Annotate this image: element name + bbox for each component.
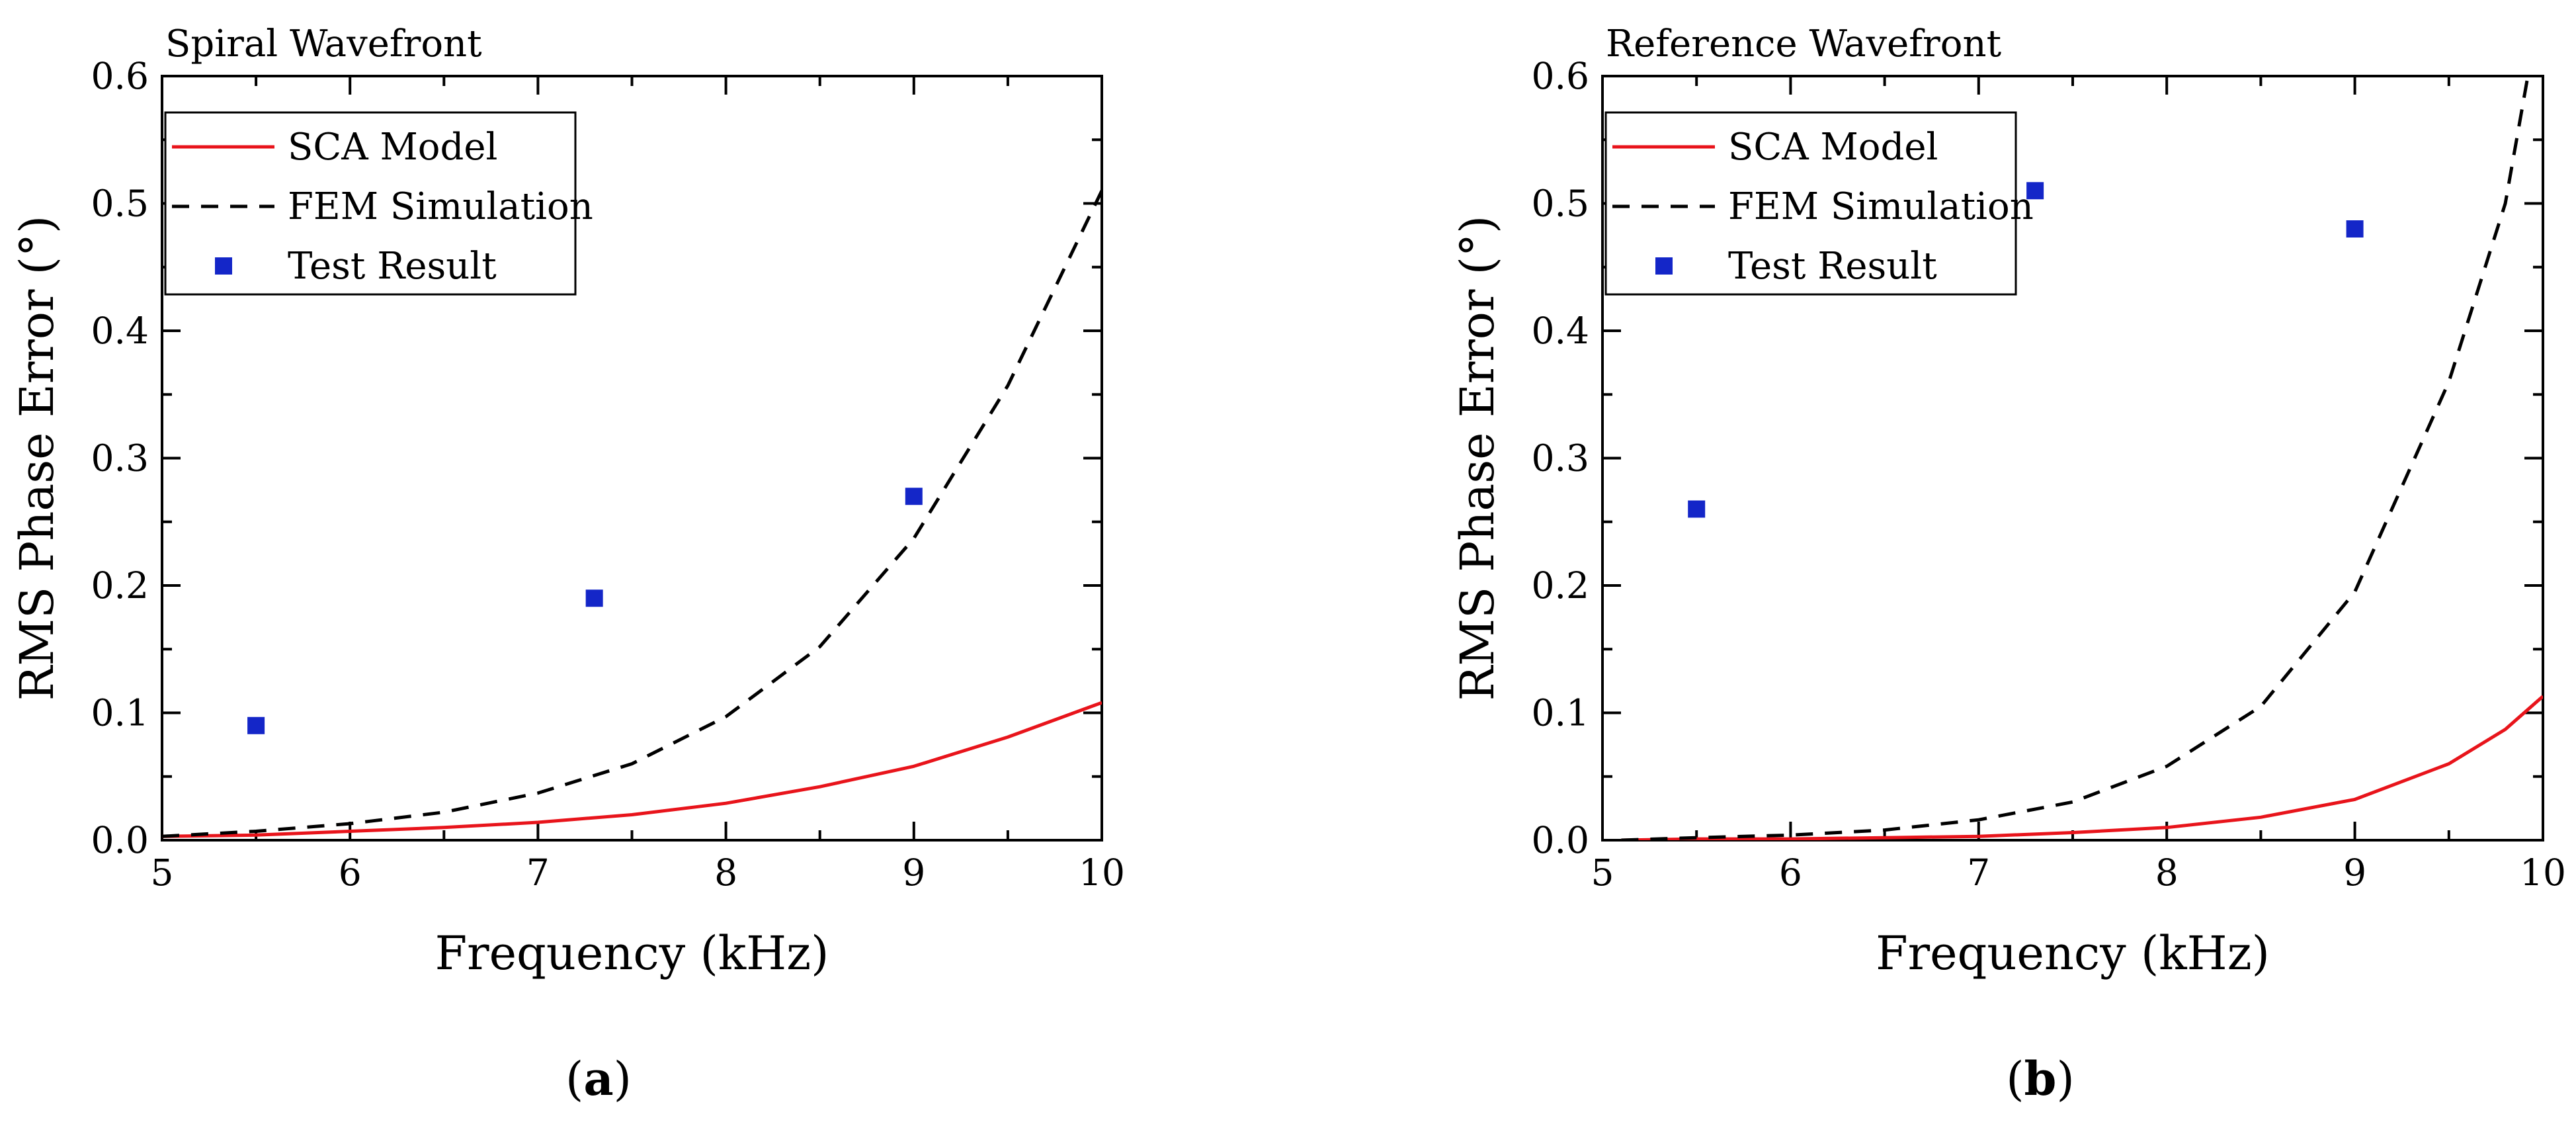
y-tick-label: 0.6 xyxy=(1532,55,1589,97)
legend-label: FEM Simulation xyxy=(1728,185,2034,228)
x-axis-title: Frequency (kHz) xyxy=(1876,926,2270,980)
x-tick-label: 6 xyxy=(1779,851,1802,894)
y-axis-title: RMS Phase Error (°) xyxy=(10,216,64,701)
legend-box xyxy=(1604,111,2017,296)
data-point-test-result xyxy=(585,589,603,607)
panel-label: (a) xyxy=(565,1051,632,1106)
data-point-test-result xyxy=(905,488,923,505)
x-tick-label: 7 xyxy=(1967,851,1990,894)
x-tick-label: 8 xyxy=(2155,851,2179,894)
panel-label: (b) xyxy=(2006,1051,2075,1106)
x-tick-label: 9 xyxy=(902,851,925,894)
legend-marker xyxy=(1655,257,1673,275)
chart-panel-b: 5 6 7 8 9 10 0.0 0.1 0.2 0.3 0.4 0.5 0.6 Frequency (k… xyxy=(1450,22,2566,1106)
y-tick-label: 0.1 xyxy=(91,692,149,734)
y-tick-label: 0.0 xyxy=(91,819,149,861)
legend: SCA Model FEM Simulation Test Result xyxy=(1604,111,2034,296)
data-point-test-result xyxy=(247,716,265,734)
legend-label: Test Result xyxy=(1728,245,1937,288)
series-line-sca-model xyxy=(1621,695,2543,840)
y-tick-label: 0.0 xyxy=(1532,819,1589,861)
y-tick-label: 0.3 xyxy=(91,437,149,480)
chart-title: Reference Wavefront xyxy=(1606,22,2002,65)
y-tick-label: 0.6 xyxy=(91,55,149,97)
legend-label: SCA Model xyxy=(1728,126,1938,169)
legend-box xyxy=(164,111,577,296)
x-tick-label: 5 xyxy=(151,851,174,894)
data-point-test-result xyxy=(1688,500,1706,518)
chart-panel-a: 5 6 7 8 9 10 0.0 0.1 0.2 0.3 0.4 0.5 0.6 Frequency (k… xyxy=(10,22,1125,1106)
legend-label: FEM Simulation xyxy=(288,185,593,228)
x-tick-label: 10 xyxy=(1079,851,1125,894)
x-axis-title: Frequency (kHz) xyxy=(435,926,829,980)
legend: SCA Model FEM Simulation Test Result xyxy=(164,111,593,296)
legend-label: Test Result xyxy=(288,245,497,288)
y-tick-label: 0.2 xyxy=(91,564,149,607)
legend-marker xyxy=(215,257,232,275)
y-tick-label: 0.2 xyxy=(1532,564,1589,607)
y-tick-label: 0.4 xyxy=(91,310,149,352)
x-tick-label: 10 xyxy=(2520,851,2566,894)
y-tick-label: 0.4 xyxy=(1532,310,1589,352)
series-line-sca-model xyxy=(162,701,1102,838)
y-axis-title: RMS Phase Error (°) xyxy=(1450,216,1505,701)
x-tick-label: 7 xyxy=(526,851,550,894)
x-tick-label: 9 xyxy=(2343,851,2366,894)
y-tick-label: 0.5 xyxy=(1532,183,1589,225)
x-tick-label: 5 xyxy=(1591,851,1614,894)
legend-label: SCA Model xyxy=(288,126,497,169)
chart-title: Spiral Wavefront xyxy=(165,22,482,65)
y-tick-label: 0.3 xyxy=(1532,437,1589,480)
x-tick-label: 8 xyxy=(714,851,737,894)
series-line-fem-simulation xyxy=(162,190,1102,838)
y-tick-label: 0.1 xyxy=(1532,692,1589,734)
series-line-fem-simulation xyxy=(1621,76,2530,840)
y-tick-label: 0.5 xyxy=(91,183,149,225)
x-tick-label: 6 xyxy=(339,851,362,894)
data-point-test-result xyxy=(2346,220,2364,238)
data-point-test-result xyxy=(2026,182,2044,200)
